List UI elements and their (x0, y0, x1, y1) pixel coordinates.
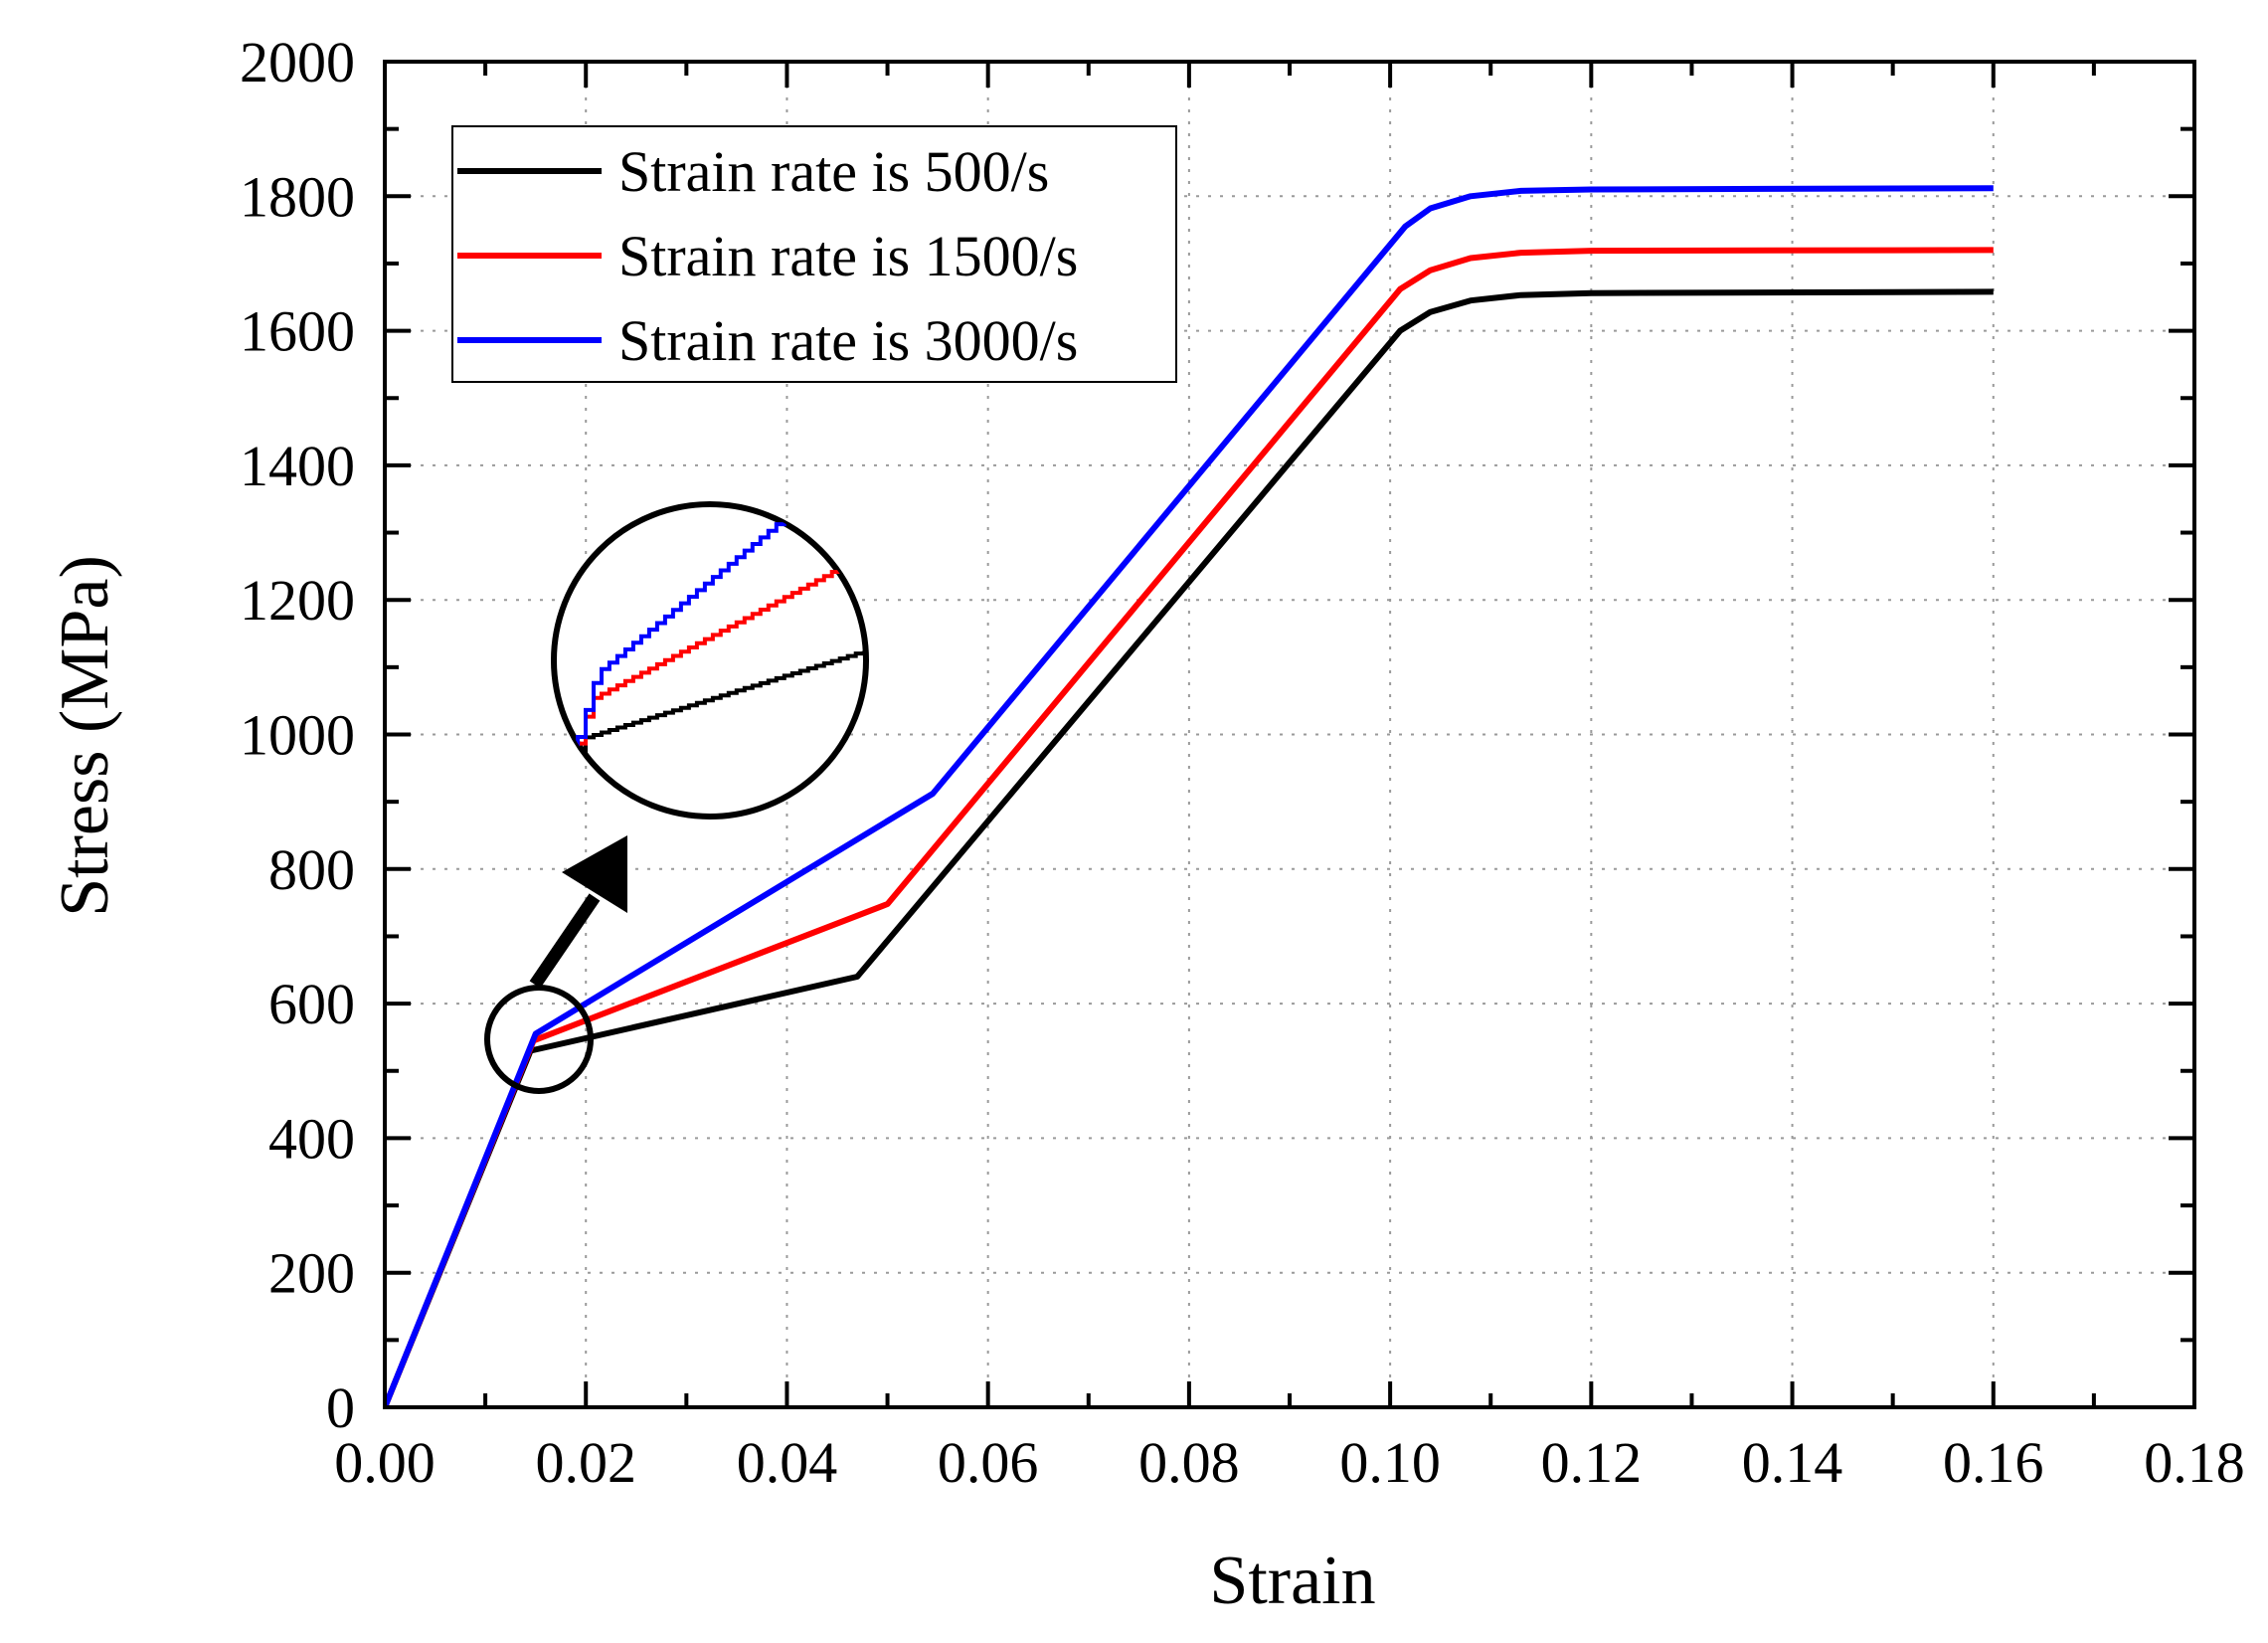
x-tick-label: 0.18 (2144, 1430, 2245, 1495)
y-tick-label: 800 (268, 837, 355, 902)
y-tick-label: 0 (326, 1375, 355, 1440)
legend: Strain rate is 500/s Strain rate is 1500/… (451, 125, 1177, 383)
y-tick-label: 1800 (240, 164, 355, 229)
zoom-arrow-head (562, 835, 627, 913)
zoom-arrow-shaft (529, 893, 601, 989)
y-tick-label: 600 (268, 972, 355, 1036)
x-tick-label: 0.10 (1339, 1430, 1441, 1495)
inset-series-line-2 (554, 555, 866, 817)
tick-labels: 0.00 0.02 0.04 0.06 0.08 0.10 0.12 0.14 0.16 0.18… (240, 30, 2245, 1495)
y-tick-label: 1000 (240, 703, 355, 768)
series-line-2 (385, 247, 1994, 1407)
y-tick-label: 1200 (240, 568, 355, 633)
y-tick-label: 1400 (240, 434, 355, 498)
zoom-inset-circle (551, 501, 869, 820)
y-tick-label: 200 (268, 1241, 355, 1306)
legend-label-1: Strain rate is 500/s (618, 139, 1049, 204)
series-line-3 (385, 185, 1994, 1407)
x-tick-label: 0.16 (1943, 1430, 2044, 1495)
y-axis-title: Stress (MPa) (47, 555, 123, 917)
x-tick-label: 0.08 (1138, 1430, 1240, 1495)
legend-label-2: Strain rate is 1500/s (618, 224, 1078, 288)
series-line-1 (385, 288, 1994, 1407)
x-tick-label: 0.00 (334, 1430, 436, 1495)
legend-label-3: Strain rate is 3000/s (618, 308, 1078, 373)
y-tick-label: 400 (268, 1106, 355, 1171)
x-tick-label: 0.14 (1742, 1430, 1843, 1495)
x-tick-label: 0.12 (1541, 1430, 1643, 1495)
zoom-marker-circle (484, 985, 594, 1094)
y-tick-label: 1600 (240, 299, 355, 364)
zoom-annotation (484, 501, 869, 1094)
x-tick-label: 0.04 (737, 1430, 838, 1495)
x-axis-title: Strain (1209, 1543, 1375, 1619)
x-tick-label: 0.02 (535, 1430, 636, 1495)
ticks (383, 60, 2196, 1409)
plot-lines (385, 185, 1994, 1407)
x-tick-label: 0.06 (938, 1430, 1039, 1495)
y-tick-label: 2000 (240, 30, 355, 94)
inset-series-line-3 (554, 504, 866, 817)
inset-series-line-1 (554, 650, 866, 817)
inset-lines (554, 504, 866, 817)
